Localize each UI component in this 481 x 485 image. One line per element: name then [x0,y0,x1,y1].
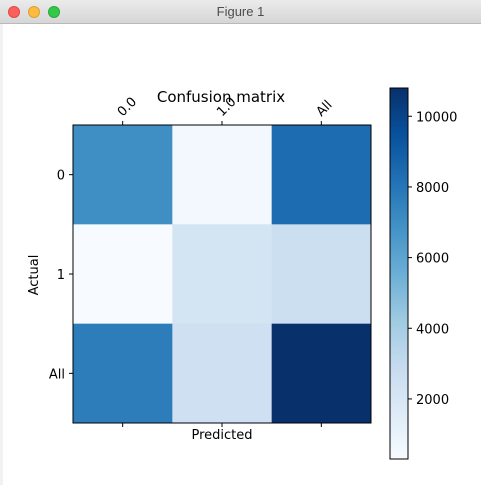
close-window-button[interactable] [8,6,20,18]
window-titlebar[interactable]: Figure 1 [0,0,481,24]
minimize-window-button[interactable] [28,6,40,18]
heatmap-cell-1-2 [271,224,372,325]
heatmap-cell-0-2 [271,125,372,225]
window-left-edge [0,24,3,485]
heatmap-cell-0-0 [73,125,173,225]
colorbar-tick-label: 2000 [416,393,449,408]
y-tick-label: 0 [57,169,65,184]
x-tick-label: All [314,98,336,120]
y-tick-labels: 0 1 All [49,169,73,382]
colorbar [389,87,409,460]
y-axis-label: Actual [27,255,42,296]
colorbar-tick-label: 4000 [416,322,449,337]
y-tick-label: 1 [57,268,65,283]
heatmap-cell-2-2 [271,323,372,424]
y-tick-label: All [49,367,65,382]
colorbar-tick-label: 6000 [416,252,449,267]
zoom-window-button[interactable] [48,6,60,18]
heatmap-cell-2-0 [73,323,173,424]
x-tick-label: 0.0 [115,95,140,120]
window-title: Figure 1 [216,4,265,19]
heatmap-cell-0-1 [172,125,273,225]
x-axis-label: Predicted [191,428,252,443]
heatmap-cell-1-0 [73,224,173,325]
chart-title: Confusion matrix [157,88,285,106]
colorbar-ticks: 2000 4000 6000 8000 10000 [408,110,457,408]
heatmap-cells [73,125,372,424]
heatmap-cell-2-1 [172,323,273,424]
colorbar-tick-label: 10000 [416,110,457,125]
heatmap-cell-1-1 [172,224,273,325]
colorbar-tick-label: 8000 [416,181,449,196]
